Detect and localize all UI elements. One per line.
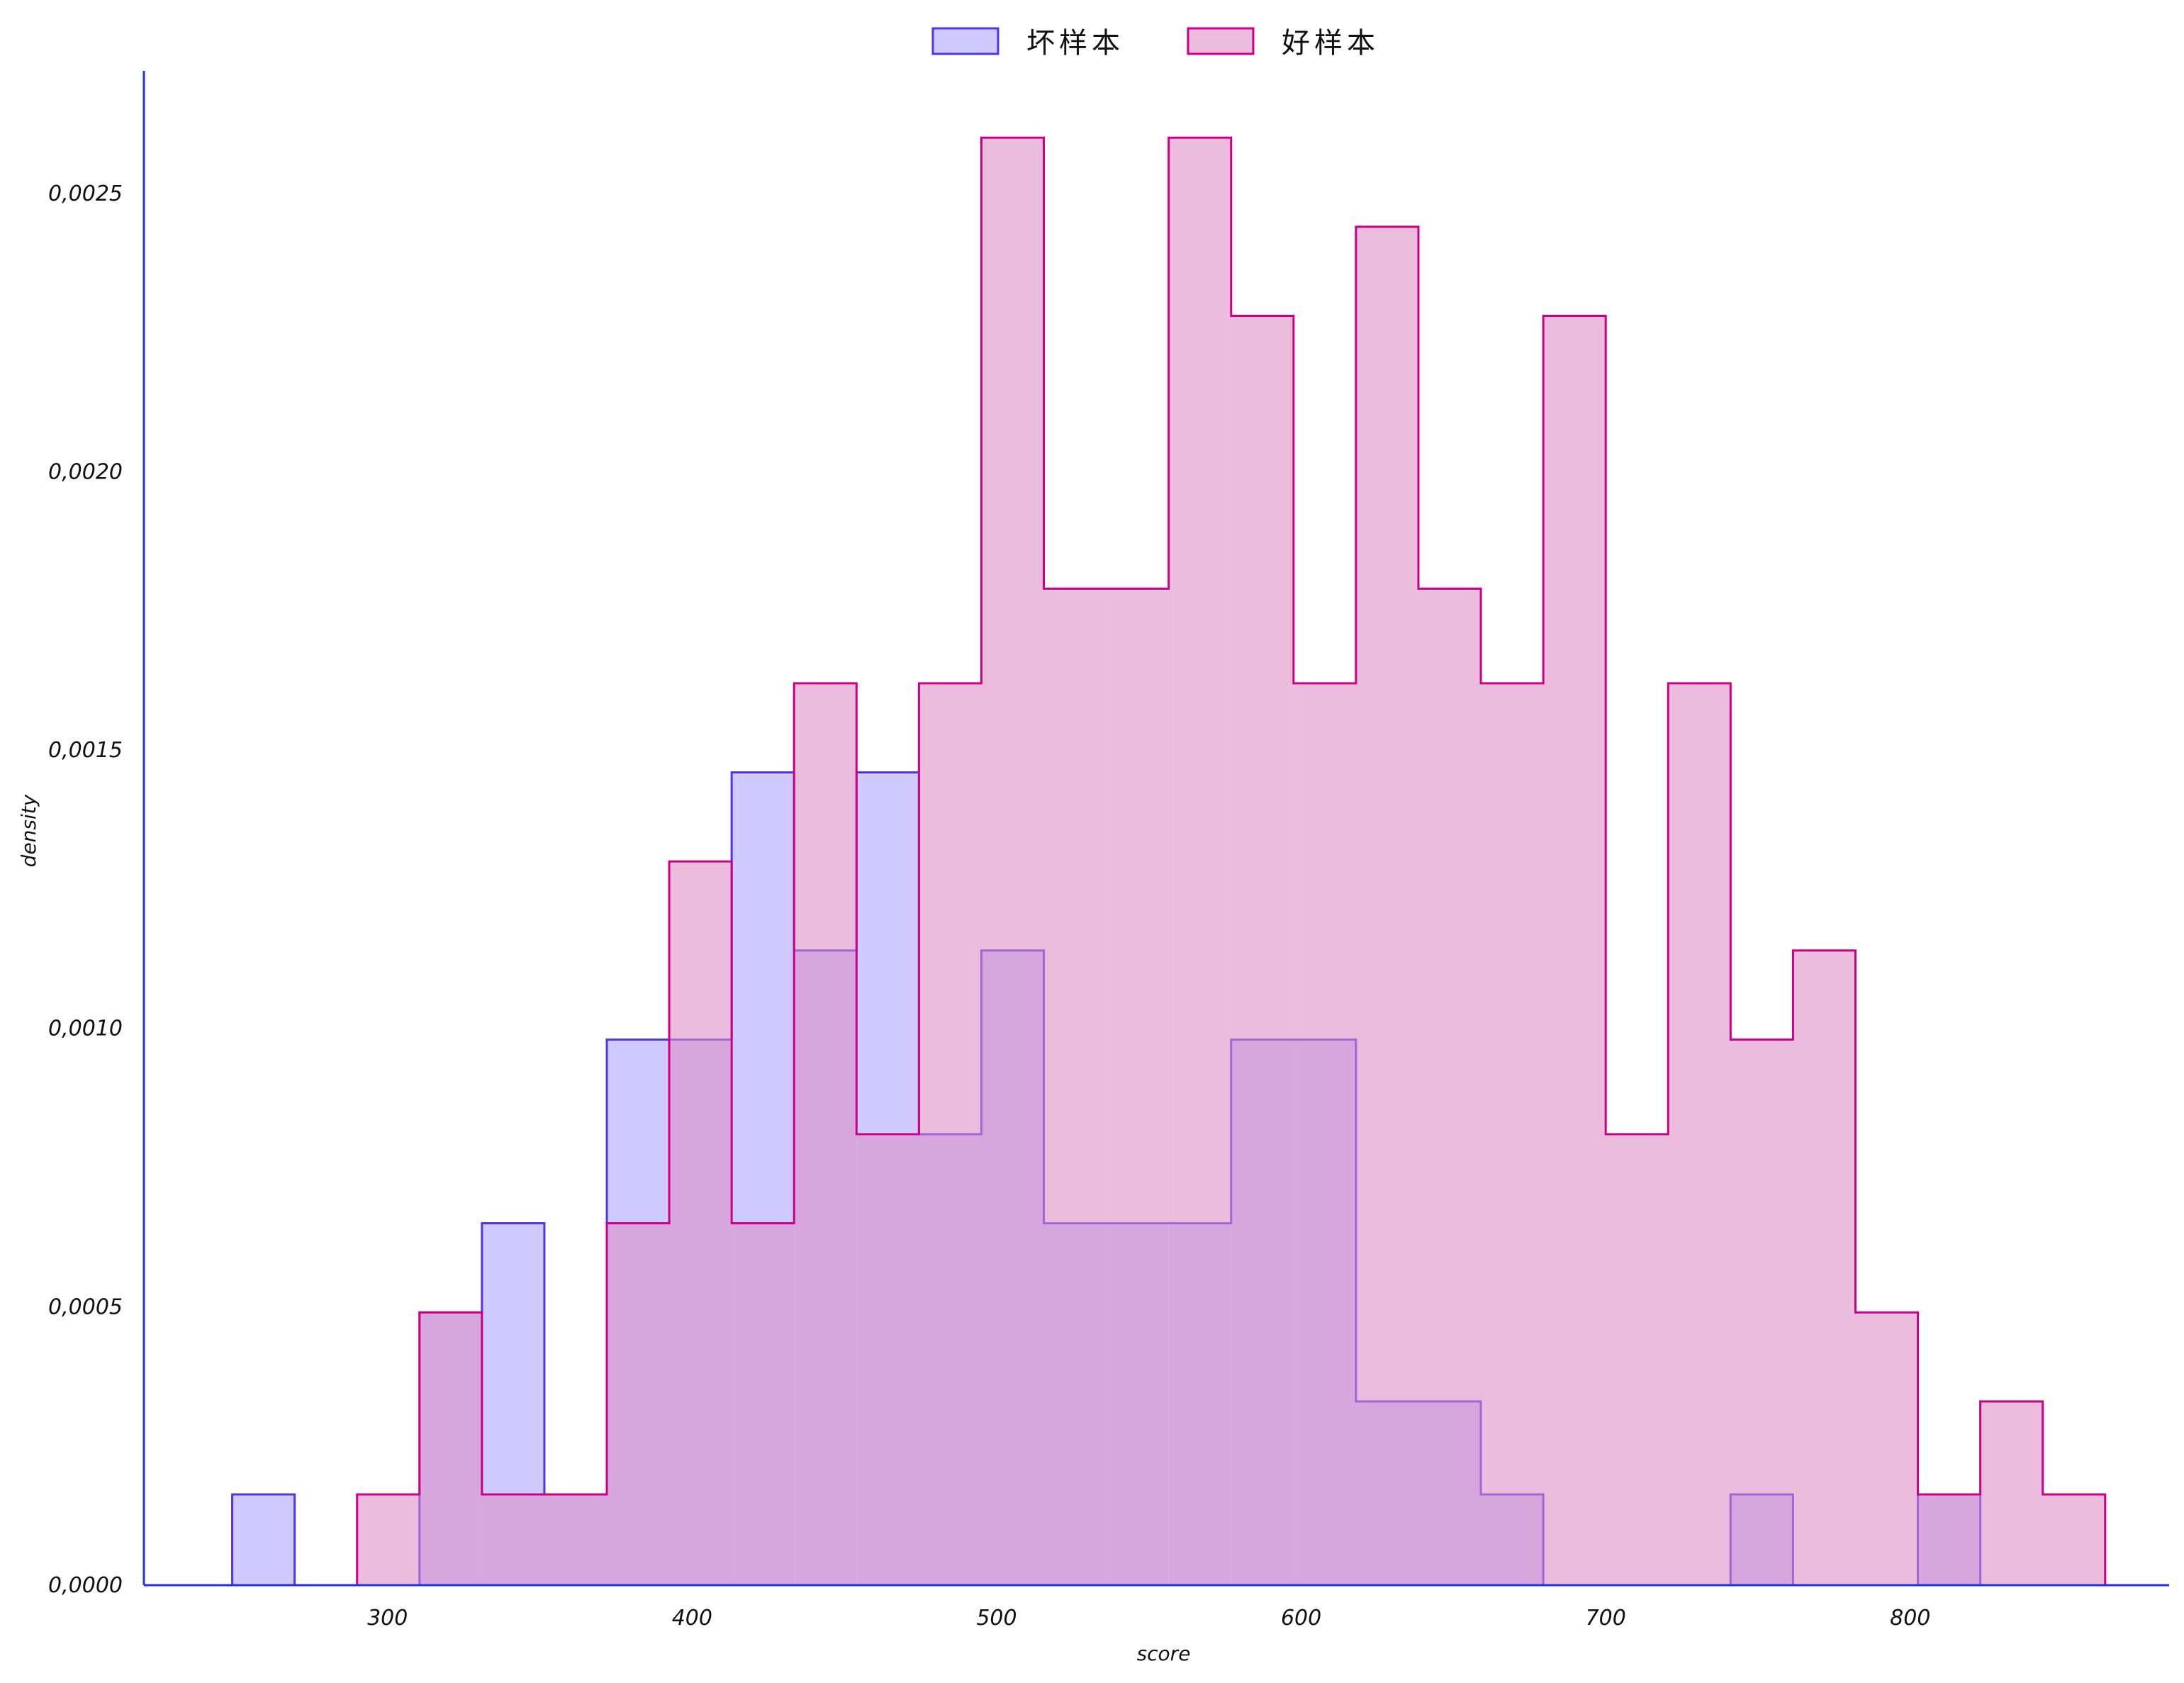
x-tick-label: 700 bbox=[1586, 1606, 1626, 1631]
histogram-bar bbox=[669, 861, 732, 1585]
histogram-bar bbox=[1481, 683, 1544, 1586]
histogram-bar bbox=[732, 1223, 795, 1585]
histogram-bar bbox=[357, 1494, 420, 1585]
y-axis-label: density bbox=[17, 794, 40, 867]
histogram-bar bbox=[1168, 138, 1231, 1585]
series-layer bbox=[231, 136, 2107, 1586]
histogram-bar bbox=[1606, 1134, 1669, 1585]
histogram-bar bbox=[232, 1494, 295, 1585]
x-tick-label: 300 bbox=[367, 1606, 408, 1631]
y-tick-label: 0,0005 bbox=[48, 1295, 123, 1319]
y-ticks: 0,0000 0,0005 0,0010 0,0015 0,0020 0,0025 bbox=[48, 181, 123, 1598]
series-2 bbox=[356, 136, 2107, 1586]
x-tick-label: 800 bbox=[1890, 1606, 1930, 1631]
histogram-bar bbox=[481, 1494, 544, 1585]
y-tick-label: 0,0015 bbox=[48, 738, 123, 763]
histogram-bar bbox=[1917, 1494, 1981, 1585]
histogram-bar bbox=[1793, 950, 1856, 1585]
histogram-bar bbox=[607, 1223, 670, 1585]
histogram-bar bbox=[1355, 226, 1418, 1586]
x-axis-label: score bbox=[1137, 1642, 1191, 1665]
x-tick-label: 600 bbox=[1281, 1606, 1321, 1631]
histogram-bar bbox=[419, 1312, 482, 1585]
histogram-bar bbox=[1293, 683, 1356, 1586]
y-tick-label: 0,0000 bbox=[48, 1573, 123, 1598]
x-ticks: 300 400 500 600 700 800 bbox=[367, 1606, 1930, 1631]
histogram-bar bbox=[1730, 1039, 1793, 1585]
y-tick-label: 0,0025 bbox=[48, 181, 123, 206]
y-tick-label: 0,0020 bbox=[48, 459, 123, 484]
axes-layer bbox=[142, 71, 2169, 1587]
legend-swatch bbox=[1187, 27, 1255, 55]
histogram-bar bbox=[794, 683, 857, 1586]
histogram-bar bbox=[544, 1494, 607, 1585]
legend-label: 好样本 bbox=[1282, 27, 1379, 60]
legend-item-2: 好样本 bbox=[1187, 27, 1379, 60]
histogram-bar bbox=[1043, 588, 1107, 1586]
histogram-bar bbox=[1855, 1312, 1918, 1585]
histogram-bar bbox=[1980, 1401, 2043, 1585]
histogram-bar bbox=[1668, 683, 1731, 1586]
histogram-bar bbox=[856, 1134, 919, 1585]
x-tick-label: 400 bbox=[672, 1606, 712, 1631]
histogram-bar bbox=[1231, 315, 1294, 1585]
legend-label: 坏样本 bbox=[1026, 27, 1124, 60]
histogram-bar bbox=[2042, 1494, 2105, 1585]
legend: 坏样本 好样本 bbox=[931, 27, 1379, 60]
series-outline bbox=[356, 136, 2107, 1585]
y-tick-label: 0,0010 bbox=[48, 1017, 123, 1041]
histogram-bar bbox=[981, 138, 1044, 1585]
histogram-bar bbox=[919, 683, 982, 1586]
histogram-bar bbox=[1418, 588, 1482, 1586]
histogram-bar bbox=[1106, 588, 1169, 1586]
x-tick-label: 500 bbox=[976, 1606, 1017, 1631]
histogram-bar bbox=[1543, 315, 1606, 1585]
legend-item-1: 坏样本 bbox=[931, 27, 1124, 60]
legend-swatch bbox=[931, 27, 999, 55]
